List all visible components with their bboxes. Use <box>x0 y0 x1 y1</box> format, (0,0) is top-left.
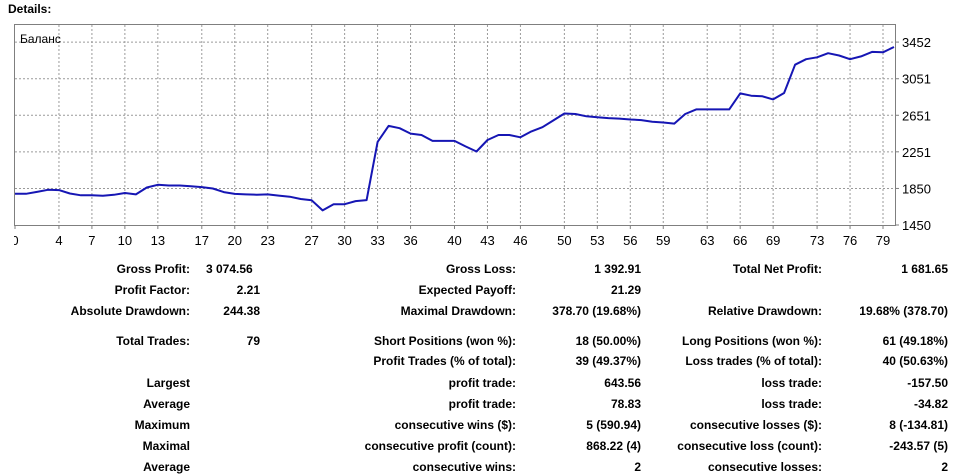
gross-profit-label: Gross Profit: <box>116 262 190 276</box>
total-net-profit-value: 1 681.65 <box>901 262 948 276</box>
absolute-drawdown-value: 244.38 <box>223 304 260 318</box>
chart-title: Баланс <box>20 32 61 46</box>
loss-trades-label: Loss trades (% of total): <box>685 354 822 368</box>
largest-profit-value: 643.56 <box>604 376 641 390</box>
x-tick-label: 36 <box>403 233 417 248</box>
y-axis: 3452 3051 2651 2251 1850 1450 <box>895 35 931 233</box>
balance-chart: Баланс 3452 3051 2651 2251 1850 1450 0 4 7 10 13 1… <box>11 24 962 252</box>
x-tick-label: 30 <box>337 233 351 248</box>
x-axis: 0 4 7 10 13 17 20 23 27 30 33 36 40 43 46 50 53 56 59 63 66 6… <box>11 225 890 248</box>
x-tick-label: 40 <box>447 233 461 248</box>
profit-trades-label: Profit Trades (% of total): <box>373 354 516 368</box>
y-tick-label: 1850 <box>902 181 931 196</box>
total-trades-label: Total Trades: <box>116 334 190 348</box>
x-tick-label: 0 <box>14 233 19 248</box>
average-consec-label: Average <box>143 460 190 474</box>
x-tick-label: 73 <box>810 233 824 248</box>
max-consec-losses-label: consecutive losses ($): <box>689 418 822 432</box>
x-tick-label: 13 <box>151 233 165 248</box>
average-loss-value: -34.82 <box>913 397 948 411</box>
short-positions-value: 18 (50.00%) <box>575 334 641 348</box>
short-positions-label: Short Positions (won %): <box>374 334 516 348</box>
maximum-label: Maximum <box>134 418 190 432</box>
gross-loss-value: 1 392.91 <box>594 262 641 276</box>
max-consec-wins-value: 5 (590.94) <box>586 418 641 432</box>
average-consec-wins-label: consecutive wins: <box>412 460 516 474</box>
y-tick-label: 2651 <box>902 108 931 123</box>
loss-trades-value: 40 (50.63%) <box>882 354 948 368</box>
largest-label: Largest <box>146 376 190 390</box>
average-consec-losses-label: consecutive losses: <box>707 460 822 474</box>
x-tick-label: 10 <box>118 233 132 248</box>
total-trades-value: 79 <box>246 334 260 348</box>
x-tick-label: 43 <box>480 233 494 248</box>
maximal-consec-loss-label: consecutive loss (count): <box>677 439 822 453</box>
maximal-consec-profit-value: 868.22 (4) <box>586 439 641 453</box>
x-tick-label: 76 <box>843 233 857 248</box>
maximal-consec-profit-label: consecutive profit (count): <box>364 439 516 453</box>
largest-profit-label: profit trade: <box>448 376 516 390</box>
x-tick-label: 66 <box>733 233 747 248</box>
x-tick-label: 27 <box>304 233 318 248</box>
relative-drawdown-value: 19.68% (378.70) <box>859 304 948 318</box>
x-tick-label: 33 <box>370 233 384 248</box>
y-tick-label: 2251 <box>902 145 931 160</box>
average-profit-value: 78.83 <box>610 397 641 411</box>
expected-payoff-label: Expected Payoff: <box>418 283 516 297</box>
relative-drawdown-label: Relative Drawdown: <box>707 304 822 318</box>
details-header: Details: <box>8 2 52 16</box>
profit-factor-value: 2.21 <box>236 283 260 297</box>
long-positions-label: Long Positions (won %): <box>682 334 822 348</box>
max-consec-wins-label: consecutive wins ($): <box>394 418 516 432</box>
y-tick-label: 3452 <box>902 35 931 50</box>
x-tick-label: 63 <box>700 233 714 248</box>
largest-loss-value: -157.50 <box>907 376 948 390</box>
total-net-profit-label: Total Net Profit: <box>732 262 822 276</box>
average-consec-losses-value: 2 <box>941 460 948 474</box>
maximal-drawdown-label: Maximal Drawdown: <box>400 304 516 318</box>
average-profit-label: profit trade: <box>448 397 516 411</box>
x-tick-label: 7 <box>88 233 95 248</box>
x-tick-label: 79 <box>876 233 890 248</box>
gross-loss-label: Gross Loss: <box>445 262 516 276</box>
balance-line <box>15 46 895 212</box>
x-tick-label: 4 <box>55 233 62 248</box>
x-tick-label: 56 <box>623 233 637 248</box>
y-tick-label: 1450 <box>902 218 931 233</box>
average-consec-wins-value: 2 <box>634 460 641 474</box>
y-tick-label: 3051 <box>902 72 931 87</box>
x-tick-label: 69 <box>766 233 780 248</box>
maximal-label: Maximal <box>142 439 190 453</box>
average-loss-label: loss trade: <box>761 397 822 411</box>
profit-factor-label: Profit Factor: <box>114 283 190 297</box>
max-consec-losses-value: 8 (-134.81) <box>889 418 948 432</box>
absolute-drawdown-label: Absolute Drawdown: <box>70 304 190 318</box>
expected-payoff-value: 21.29 <box>610 283 641 297</box>
largest-loss-label: loss trade: <box>761 376 822 390</box>
x-tick-label: 59 <box>656 233 670 248</box>
x-tick-label: 46 <box>513 233 527 248</box>
grid <box>15 25 895 225</box>
x-tick-label: 20 <box>228 233 242 248</box>
long-positions-value: 61 (49.18%) <box>882 334 948 348</box>
gross-profit-value: 3 074.56 <box>206 262 253 276</box>
maximal-drawdown-value: 378.70 (19.68%) <box>552 304 641 318</box>
x-tick-label: 53 <box>590 233 604 248</box>
maximal-consec-loss-value: -243.57 (5) <box>889 439 948 453</box>
balance-chart-svg: Баланс 3452 3051 2651 2251 1850 1450 0 4 7 10 13 1… <box>11 24 931 248</box>
x-tick-label: 23 <box>260 233 274 248</box>
x-tick-label: 50 <box>557 233 571 248</box>
x-tick-label: 17 <box>195 233 209 248</box>
profit-trades-value: 39 (49.37%) <box>575 354 641 368</box>
average-label: Average <box>143 397 190 411</box>
